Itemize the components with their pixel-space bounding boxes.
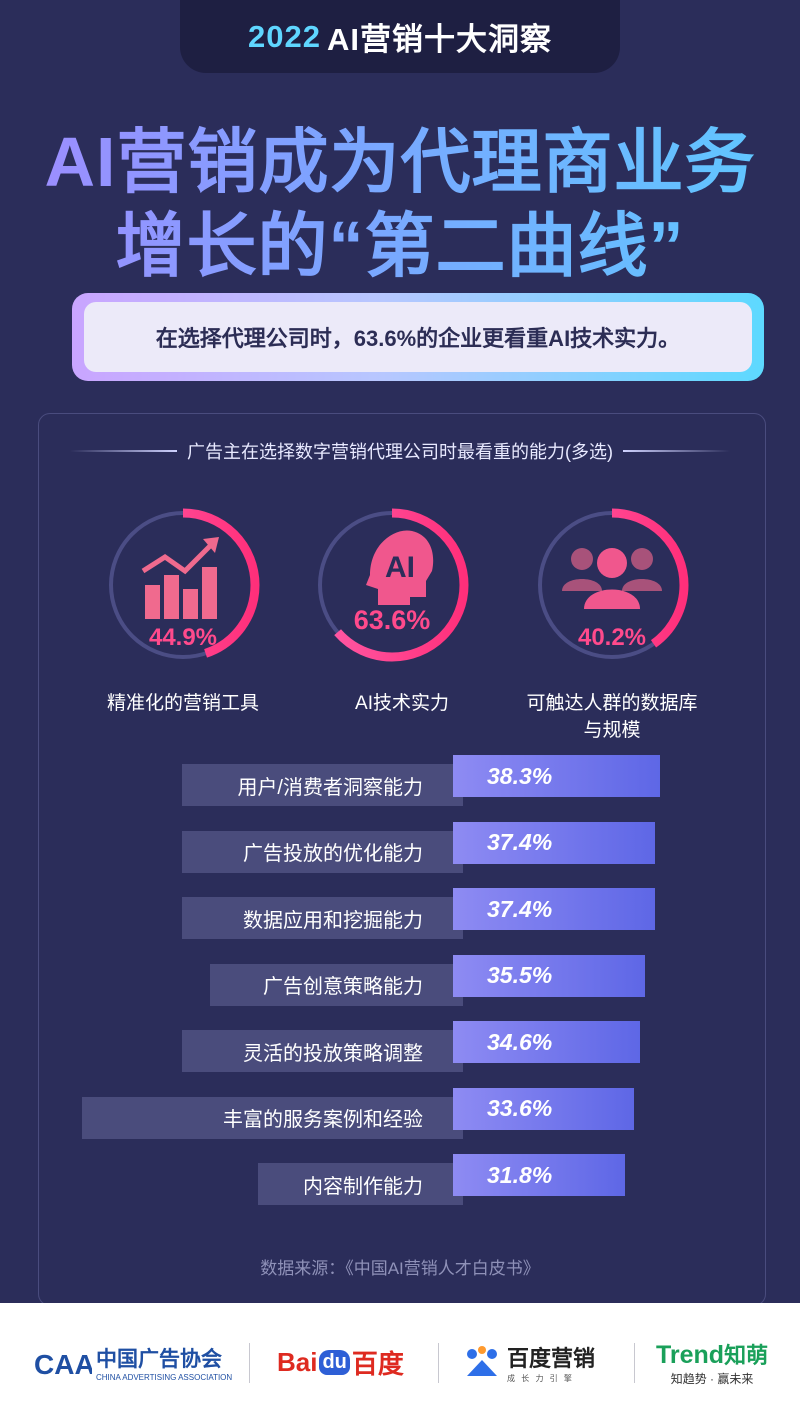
key-finding-banner: 在选择代理公司时，63.6%的企业更看重AI技术实力。 — [72, 293, 764, 381]
separator — [249, 1343, 250, 1383]
divider-right — [623, 450, 730, 452]
bar: 37.4% — [453, 821, 655, 864]
bar-category-label: 数据应用和挖掘能力 — [182, 897, 463, 939]
donut-label-line2: 与规模 — [583, 720, 641, 741]
trend-en: Trend — [656, 1341, 725, 1369]
footer-logos: CAA 中国广告协会 CHINA ADVERTISING ASSOCIATION… — [0, 1303, 800, 1422]
baidu-cn: 百度 — [351, 1349, 404, 1379]
donut-value: 63.6% — [354, 605, 431, 635]
bar-category-label: 广告投放的优化能力 — [182, 830, 463, 873]
trend-slogan: 知趋势 · 赢未来 — [670, 1372, 754, 1386]
donut-label-line1: 可触达人群的数据库 — [526, 693, 698, 714]
headline-line2: 增长的“第二曲线” — [0, 190, 800, 291]
caa-mark: CAA — [34, 1349, 92, 1380]
baidu-marketing-icon — [467, 1345, 497, 1376]
chart-subtitle-row: 广告主在选择数字营销代理公司时最看重的能力(多选) — [70, 436, 730, 466]
donut-value: 40.2% — [578, 624, 646, 651]
bar-category-label: 灵活的投放策略调整 — [182, 1030, 463, 1072]
trend-cn: 知萌 — [724, 1343, 769, 1368]
caa-logo: CAA 中国广告协会 CHINA ADVERTISING ASSOCIATION — [34, 1303, 232, 1422]
divider-left — [70, 450, 177, 452]
tab-title: AI营销十大洞察 — [326, 22, 552, 57]
bar: 31.8% — [453, 1154, 625, 1196]
donut-label-ai-tech: AI技术实力 — [355, 693, 449, 714]
data-source: 数据来源：《中国AI营销人才白皮书》 — [260, 1259, 540, 1278]
baidu-bai: Bai — [277, 1347, 318, 1377]
bar: 34.6% — [453, 1021, 640, 1063]
people-group-icon — [562, 548, 662, 609]
donut-arc — [106, 508, 260, 662]
donut-label-precision-tools: 精准化的营销工具 — [106, 693, 259, 714]
separator — [634, 1343, 635, 1383]
bar-category-label: 用户/消费者洞察能力 — [182, 764, 463, 806]
bar-chart-trend-icon — [141, 537, 219, 619]
baidu-logo: Bai du 百度 — [277, 1303, 404, 1422]
paw-icon: du — [319, 1350, 350, 1375]
bar: 35.5% — [453, 954, 645, 997]
donut-precision-tools: 44.9% — [106, 508, 260, 662]
caa-name: 中国广告协会 — [96, 1348, 222, 1371]
trend-logo: Trend知萌 知趋势 · 赢未来 — [656, 1303, 768, 1422]
baidu-marketing-sub: 成 长 力 引 擎 — [507, 1374, 574, 1383]
donut-reachable-audience: 40.2% — [535, 508, 689, 662]
donut-ai-tech: AI 63.6% — [315, 508, 469, 662]
donut-label-audience: 可触达人群的数据库 与规模 — [482, 690, 742, 744]
caa-name-en: CHINA ADVERTISING ASSOCIATION — [96, 1373, 233, 1382]
baidu-marketing-logo: 百度营销 成 长 力 引 擎 — [463, 1303, 595, 1422]
baidu-marketing-name: 百度营销 — [507, 1346, 596, 1371]
donut-arc — [535, 508, 689, 662]
bar: 33.6% — [453, 1087, 635, 1130]
bar: 38.3% — [453, 755, 660, 797]
bar-category-label: 丰富的服务案例和经验 — [82, 1096, 463, 1139]
donut-arc — [315, 508, 469, 662]
bar-category-label: 广告创意策略能力 — [210, 963, 463, 1006]
year: 2022 — [248, 18, 321, 54]
donut-value: 44.9% — [149, 624, 217, 651]
ai-head-icon: AI — [366, 530, 434, 605]
separator — [438, 1343, 439, 1383]
bar-category-label: 内容制作能力 — [258, 1163, 463, 1205]
bar: 37.4% — [453, 888, 655, 930]
svg-text:CAA: CAA — [34, 1349, 92, 1380]
svg-text:AI: AI — [385, 551, 415, 584]
top-tab: 2022 AI营销十大洞察 — [180, 0, 620, 73]
banner-text: 在选择代理公司时，63.6%的企业更看重AI技术实力。 — [84, 302, 752, 372]
chart-title: 广告主在选择数字营销代理公司时最看重的能力(多选) — [187, 442, 613, 462]
headline-line1: AI营销成为代理商业务 — [0, 106, 800, 207]
